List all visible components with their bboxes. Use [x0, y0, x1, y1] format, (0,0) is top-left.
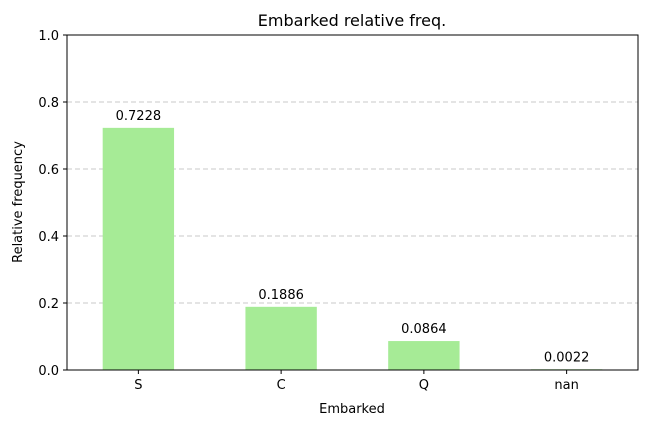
x-tick-label-C: C: [277, 378, 286, 393]
plot-frame: [66, 34, 639, 371]
y-tick-label: 0.8: [38, 96, 59, 111]
chart-title: Embarked relative freq.: [258, 11, 446, 30]
x-tick-label-Q: Q: [419, 378, 429, 393]
x-axis-label: Embarked: [319, 402, 385, 417]
y-axis-label: Relative frequency: [11, 141, 26, 263]
y-axis-ticks: 0.0 0.2 0.4 0.6 0.8 1.0: [38, 29, 67, 379]
x-tick-label-nan: nan: [554, 378, 578, 393]
y-tick-label: 0.2: [38, 297, 59, 312]
y-tick-label: 0.0: [38, 364, 59, 379]
y-tick-label: 0.6: [38, 163, 59, 178]
grid-lines: [67, 101, 638, 304]
data-label-nan: 0.0022: [544, 350, 590, 365]
data-label-S: 0.7228: [116, 109, 162, 124]
bars: [102, 127, 603, 370]
bar-Q: [388, 341, 460, 370]
data-labels: 0.7228 0.1886 0.0864 0.0022: [116, 109, 590, 365]
data-label-Q: 0.0864: [401, 322, 447, 337]
y-tick-label: 0.4: [38, 230, 59, 245]
bar-C: [245, 306, 317, 370]
y-tick-label: 1.0: [38, 29, 59, 44]
x-tick-label-S: S: [134, 378, 142, 393]
data-label-C: 0.1886: [258, 288, 304, 303]
bar-S: [102, 127, 175, 370]
